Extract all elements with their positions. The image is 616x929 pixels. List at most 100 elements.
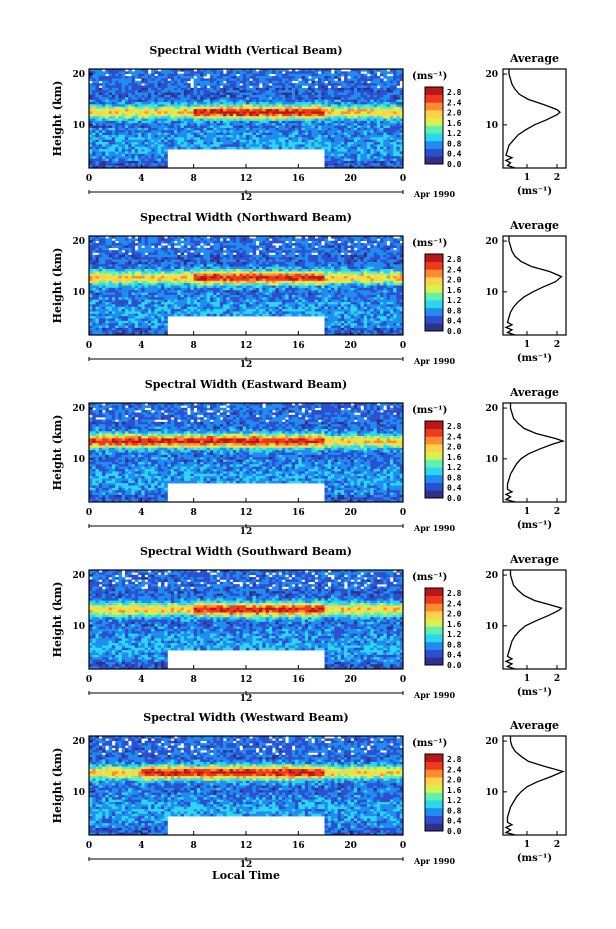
average-title: Average [509, 52, 559, 65]
x-tick-label: 0 [86, 174, 92, 184]
colorbar-swatch [425, 603, 443, 612]
colorbar-swatch [425, 769, 443, 778]
colorbar-tick-label: 1.2 [447, 796, 462, 805]
colorbar-swatch [425, 595, 443, 604]
colorbar-tick-label: 2.4 [447, 98, 462, 107]
colorbar-frame [424, 753, 444, 832]
average-frame [502, 402, 567, 503]
colorbar-swatch [425, 148, 443, 157]
x-tick-label: 16 [292, 174, 305, 184]
colorbar-tick-label: 1.2 [447, 463, 462, 472]
colorbar-swatch [425, 102, 443, 111]
colorbar-tick-label: 0.0 [447, 827, 462, 836]
x-tick-label: 12 [240, 841, 253, 851]
x-tick-label: 0 [86, 841, 92, 851]
y-axis-label: Height (km) [51, 415, 64, 491]
date-label: Apr 1990 [413, 690, 456, 700]
panel-title: Spectral Width (Southward Beam) [140, 545, 352, 558]
colorbar-swatch [425, 87, 443, 95]
x-tick-label: 20 [344, 675, 357, 685]
colorbar-frame [424, 253, 444, 332]
date-label: Apr 1990 [413, 356, 456, 366]
day-label: 12 [240, 694, 253, 704]
panel-1: Spectral Width (Vertical Beam)2010Height… [51, 44, 567, 203]
average-title: Average [509, 386, 559, 399]
colorbar-unit: (ms⁻¹) [412, 738, 447, 749]
x-tick-label: 0 [400, 508, 406, 518]
colorbar-swatch [425, 467, 443, 476]
average-x-tick-label: 2 [554, 173, 560, 183]
colorbar-swatch [425, 784, 443, 793]
colorbar-tick-label: 1.6 [447, 453, 462, 462]
colorbar-swatch [425, 133, 443, 142]
panel-title: Spectral Width (Vertical Beam) [149, 44, 342, 57]
colorbar-tick-label: 2.8 [447, 755, 462, 764]
date-label: Apr 1990 [413, 189, 456, 199]
x-tick-label: 12 [240, 174, 253, 184]
panel-title: Spectral Width (Northward Beam) [140, 211, 352, 224]
colorbar-tick-label: 1.2 [447, 296, 462, 305]
y-tick-label: 20 [72, 737, 85, 747]
colorbar-tick-label: 2.8 [447, 422, 462, 431]
colorbar-swatch [425, 94, 443, 103]
day-label: 12 [240, 527, 253, 537]
colorbar-swatch [425, 277, 443, 286]
average-plot: Average 20 10 1 2(ms⁻¹) [485, 553, 567, 698]
x-tick-label: 4 [138, 675, 144, 685]
average-x-axis-label: (ms⁻¹) [517, 353, 552, 364]
colorbar-swatch [425, 807, 443, 816]
average-x-tick-label: 1 [524, 340, 530, 350]
x-axis-label: Local Time [212, 869, 280, 882]
average-x-axis-label: (ms⁻¹) [517, 853, 552, 864]
x-tick-label: 20 [344, 341, 357, 351]
x-tick-label: 16 [292, 341, 305, 351]
x-tick-label: 0 [86, 508, 92, 518]
x-tick-label: 20 [344, 174, 357, 184]
average-y-tick-label: 20 [485, 404, 498, 414]
x-tick-label: 16 [292, 841, 305, 851]
panel-2: Spectral Width (Northward Beam)2010Heigh… [51, 211, 567, 370]
x-tick-label: 16 [292, 508, 305, 518]
average-frame [502, 569, 567, 670]
x-tick-label: 8 [191, 841, 197, 851]
y-tick-label: 20 [72, 237, 85, 247]
y-tick-label: 20 [72, 70, 85, 80]
colorbar-swatch [425, 777, 443, 786]
x-tick-label: 0 [86, 341, 92, 351]
average-y-tick-label: 10 [485, 788, 498, 798]
average-plot: Average 20 10 1 2(ms⁻¹) [485, 52, 567, 197]
average-title: Average [509, 219, 559, 232]
average-plot: Average 20 10 1 2(ms⁻¹) [485, 219, 567, 364]
average-y-tick-label: 20 [485, 237, 498, 247]
average-y-tick-label: 10 [485, 121, 498, 131]
x-tick-label: 8 [191, 675, 197, 685]
x-tick-label: 0 [400, 174, 406, 184]
colorbar-tick-label: 1.2 [447, 129, 462, 138]
colorbar-unit: (ms⁻¹) [412, 71, 447, 82]
average-title: Average [509, 719, 559, 732]
colorbar-swatch [425, 284, 443, 293]
average-y-tick-label: 20 [485, 737, 498, 747]
average-x-tick-label: 1 [524, 674, 530, 684]
colorbar-unit: (ms⁻¹) [412, 572, 447, 583]
colorbar-tick-label: 0.8 [447, 473, 462, 482]
average-x-tick-label: 2 [554, 340, 560, 350]
colorbar: (ms⁻¹)2.82.4 2.01.61.20.8 0.40.0 [412, 71, 462, 169]
colorbar-swatch [425, 444, 443, 453]
y-tick-label: 20 [72, 404, 85, 414]
average-profile-line [504, 69, 562, 169]
colorbar-swatch [425, 156, 443, 165]
colorbar: (ms⁻¹)2.82.4 2.01.61.20.8 0.40.0 [412, 405, 462, 503]
colorbar-tick-label: 0.8 [447, 306, 462, 315]
colorbar-tick-label: 0.4 [447, 484, 462, 493]
average-plot: Average 20 10 1 2(ms⁻¹) [485, 386, 567, 531]
x-tick-label: 8 [191, 508, 197, 518]
colorbar-swatch [425, 474, 443, 483]
colorbar-swatch [425, 754, 443, 762]
colorbar-swatch [425, 300, 443, 309]
colorbar-tick-label: 2.0 [447, 776, 462, 785]
x-tick-label: 4 [138, 174, 144, 184]
colorbar-swatch [425, 618, 443, 627]
average-x-tick-label: 1 [524, 173, 530, 183]
colorbar-swatch [425, 761, 443, 770]
